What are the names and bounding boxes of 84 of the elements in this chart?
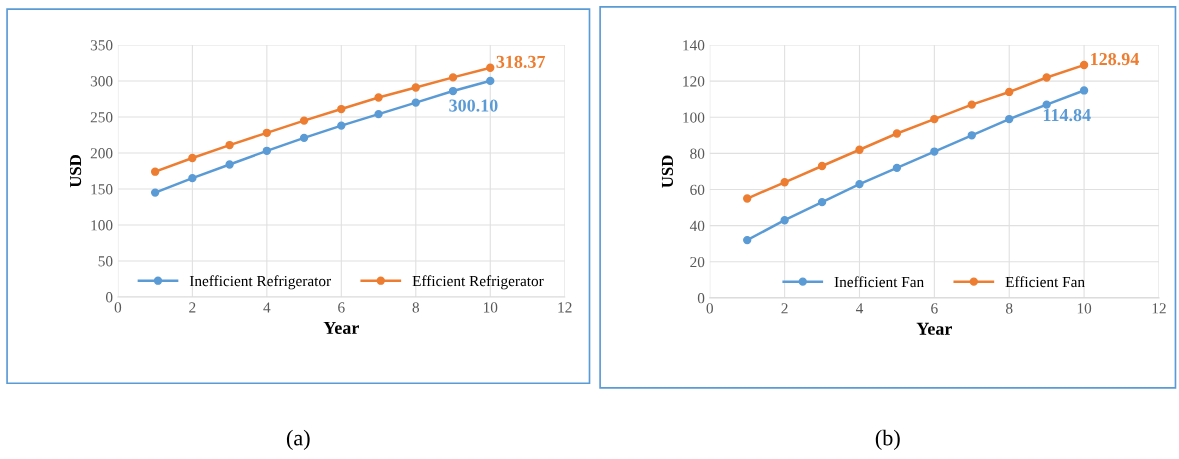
point (1042, 73, 1051, 82)
point (892, 163, 902, 172)
point (225, 140, 234, 150)
point (892, 129, 902, 138)
point (930, 147, 939, 156)
y-tick-label: 20 (690, 256, 705, 268)
x-tick-label: 2 (781, 303, 788, 314)
point (855, 145, 864, 154)
y-tick-label: 50 (98, 256, 113, 267)
y-tick-label: 60 (690, 184, 705, 195)
x-tick-label: 6 (931, 303, 938, 314)
text: (a) (286, 429, 310, 450)
point (743, 194, 752, 203)
y-tick-label: 150 (91, 184, 113, 195)
y-tick-label: 250 (90, 112, 113, 123)
point (150, 167, 160, 176)
point (299, 116, 309, 125)
point (1005, 87, 1014, 97)
point (930, 114, 939, 124)
point (411, 98, 420, 107)
point (262, 146, 272, 155)
legend-label: Efficient Fan (1005, 276, 1085, 288)
point (374, 93, 383, 102)
x-tick-label: 8 (1005, 303, 1013, 314)
point (780, 178, 789, 187)
y-tick-label: 120 (683, 76, 705, 87)
point (448, 86, 458, 96)
x-tick-label: 8 (412, 302, 420, 313)
y-tick-label: 0 (697, 293, 705, 304)
y-axis-title: USD (661, 155, 674, 188)
x-tick-label: 6 (338, 302, 345, 313)
y-tick-label: 350 (90, 40, 113, 51)
point (188, 174, 197, 183)
y-tick-label: 0 (105, 292, 113, 303)
point (486, 63, 495, 72)
x-axis-title: Year (323, 321, 359, 334)
y-axis-title: USD (69, 155, 82, 188)
y-tick-label: 200 (90, 148, 113, 159)
y-tick-label: 100 (91, 220, 113, 231)
x-axis-title: Year (916, 322, 953, 335)
point (486, 76, 495, 86)
point (743, 235, 752, 245)
point (374, 109, 383, 119)
x-tick-label: 10 (483, 302, 498, 313)
point (967, 131, 976, 140)
point (817, 197, 827, 207)
point (188, 153, 197, 163)
x-tick-label: 4 (855, 303, 864, 314)
y-tick-label: 40 (689, 220, 705, 232)
point (1079, 60, 1089, 70)
y-tick-label: 140 (683, 40, 705, 51)
x-tick-label: 10 (1077, 303, 1092, 314)
legend-label: Inefficient Fan (834, 276, 924, 288)
legend-label: Inefficient Refrigerator (189, 275, 331, 290)
point (337, 121, 346, 130)
data-label: 300.10 (449, 99, 498, 112)
x-tick-label: 0 (706, 303, 713, 314)
point (262, 128, 272, 137)
data-label: 114.84 (1043, 108, 1091, 122)
data-label: 128.94 (1091, 52, 1139, 66)
point (299, 133, 309, 143)
point (780, 216, 789, 225)
point (855, 179, 864, 189)
y-tick-label: 80 (690, 148, 705, 159)
point (337, 104, 346, 114)
x-tick-label: 12 (1152, 303, 1166, 314)
point (411, 83, 420, 92)
x-tick-label: 2 (189, 302, 196, 313)
point (1005, 114, 1014, 124)
y-tick-label: 100 (683, 112, 705, 123)
text: (b) (875, 429, 900, 450)
point (448, 73, 458, 82)
point (1042, 100, 1051, 109)
x-tick-label: 4 (263, 302, 271, 313)
legend-label: Efficient Refrigerator (412, 275, 544, 290)
x-tick-label: 12 (558, 302, 572, 313)
point (817, 161, 827, 171)
point (225, 160, 234, 169)
point (150, 188, 160, 197)
point (1079, 86, 1089, 95)
point (967, 100, 976, 109)
y-tick-label: 300 (90, 76, 113, 87)
data-label: 318.37 (496, 55, 546, 69)
x-tick-label: 0 (114, 302, 122, 313)
